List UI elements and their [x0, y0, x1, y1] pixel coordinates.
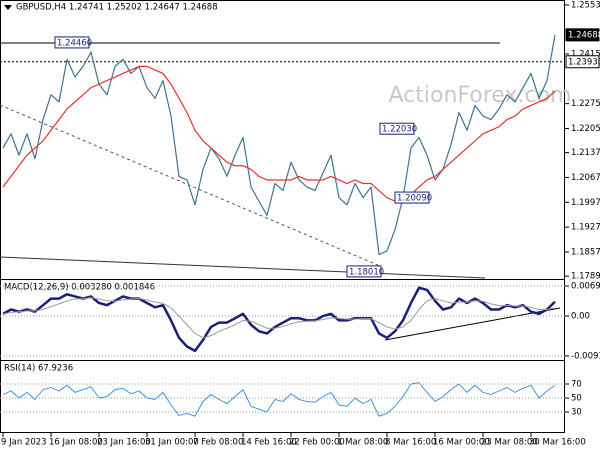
series-line [2, 65, 556, 202]
x-tick-label: 31 Jan 00:00 [145, 438, 199, 448]
x-tick-label: 8 Mar 16:00 [385, 438, 436, 448]
series-line [2, 297, 556, 339]
y-tick-label: 1.21370 [571, 148, 600, 158]
trendline [0, 256, 486, 279]
y-tick-label: 1.19970 [571, 198, 600, 208]
y-tick-label: 1.19270 [571, 223, 600, 233]
panel-title: MACD(12,26,9) 0.003280 0.001846 [4, 283, 155, 293]
annotation-label: 1.24460 [57, 38, 92, 48]
trendline [0, 104, 381, 267]
x-tick-label: 14 Feb 16:00 [241, 438, 297, 448]
x-tick-label: 7 Feb 08:00 [193, 438, 243, 448]
series-line [2, 286, 556, 353]
x-tick-label: 22 Feb 00:00 [289, 438, 345, 448]
y-tick-label: 70 [571, 380, 582, 390]
annotation-box [394, 191, 430, 204]
title-icon [4, 5, 12, 10]
y-tick-label: 1.17890 [571, 272, 600, 282]
series-line [2, 34, 556, 256]
price-label: 1.23930 [568, 57, 600, 67]
series-line [2, 382, 556, 417]
x-tick-label: 1 Mar 08:00 [337, 438, 388, 448]
y-tick-label: 30 [571, 408, 582, 418]
plot-frame [0, 0, 565, 433]
watermark: ActionForex.com [389, 83, 572, 108]
y-tick-label: 0.0069 [571, 282, 600, 292]
y-tick-label: 1.20670 [571, 173, 600, 183]
annotation-label: 1.22030 [382, 125, 417, 135]
annotation-box [54, 36, 90, 49]
price-label-box [565, 28, 600, 42]
trendline [384, 307, 561, 341]
x-tick-label: 23 Mar 08:00 [481, 438, 538, 448]
price-label-box [565, 55, 600, 69]
y-tick-label: 50 [571, 394, 582, 404]
y-tick-label: 1.22050 [571, 124, 600, 134]
x-tick-label: 30 Mar 16:00 [529, 438, 586, 448]
y-tick-label: 1.25530 [571, 0, 600, 10]
y-tick-label: 0.00 [571, 312, 590, 322]
price-label: 1.24688 [568, 30, 600, 40]
x-tick-label: 16 Jan 08:00 [49, 438, 103, 448]
annotation-label: 1.20090 [397, 194, 432, 204]
y-tick-label: 1.22750 [571, 99, 600, 109]
x-tick-label: 9 Jan 2023 [1, 438, 47, 448]
y-tick-label: 1.24150 [571, 49, 600, 59]
x-tick-label: 23 Jan 16:00 [97, 438, 151, 448]
annotation-box [346, 265, 382, 278]
annotation-box [379, 122, 415, 135]
x-tick-label: 16 Mar 00:00 [433, 438, 490, 448]
panel-title: RSI(14) 67.9236 [4, 364, 73, 374]
y-tick-label: -0.009158 [571, 351, 600, 361]
annotation-label: 1.18010 [349, 267, 384, 277]
chart-title: GBPUSD,H4 1.24741 1.25202 1.24647 1.2468… [16, 3, 218, 13]
y-tick-label: 1.18570 [571, 248, 600, 258]
